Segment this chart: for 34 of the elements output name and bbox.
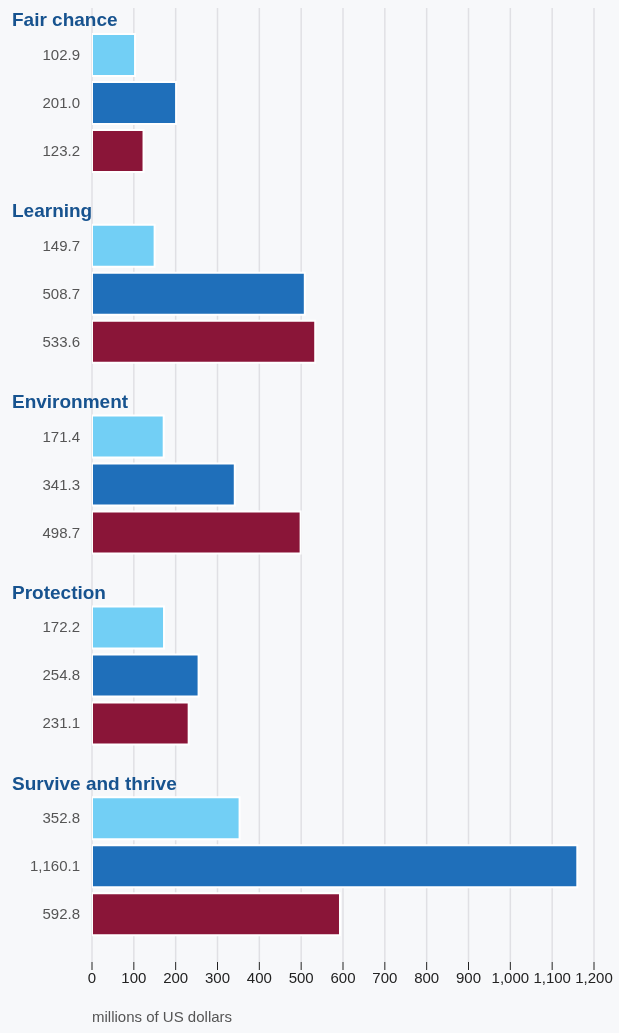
x-tick-label: 1,000 bbox=[491, 968, 530, 986]
data-label: 231.1 bbox=[42, 714, 80, 732]
data-label: 149.7 bbox=[42, 236, 80, 254]
x-tick-label: 400 bbox=[246, 968, 272, 986]
x-tick-label: 700 bbox=[372, 968, 398, 986]
data-label: 498.7 bbox=[42, 523, 80, 541]
data-label: 172.2 bbox=[42, 618, 80, 636]
x-tick-label: 1,100 bbox=[533, 968, 571, 986]
x-tick-label: 0 bbox=[87, 968, 97, 986]
y-tick-label: Protection bbox=[12, 581, 106, 603]
x-tick-label: 600 bbox=[330, 968, 356, 986]
x-tick-label: 500 bbox=[288, 968, 314, 986]
x-tick-label: 900 bbox=[455, 968, 482, 986]
data-label: 352.8 bbox=[42, 809, 80, 827]
data-label: 592.8 bbox=[42, 905, 80, 923]
y-tick-label: Fair chance bbox=[12, 9, 118, 31]
data-label: 508.7 bbox=[42, 284, 80, 302]
data-label: 254.8 bbox=[42, 666, 80, 684]
y-tick-label: Environment bbox=[12, 391, 129, 412]
data-label: 201.0 bbox=[42, 94, 80, 111]
y-tick-label: Survive and thrive bbox=[12, 772, 177, 794]
x-axis-title: millions of US dollars bbox=[92, 1008, 233, 1025]
data-label: 533.6 bbox=[42, 332, 80, 350]
data-label: 341.3 bbox=[42, 475, 80, 493]
data-label: 1,160.1 bbox=[29, 857, 80, 875]
x-tick-label: 800 bbox=[414, 968, 440, 986]
data-label: 123.2 bbox=[42, 142, 80, 159]
x-tick-label: 100 bbox=[121, 968, 147, 986]
x-tick-label: 300 bbox=[204, 968, 231, 986]
data-label: 171.4 bbox=[42, 427, 80, 445]
x-tick-label: 1,200 bbox=[575, 968, 613, 986]
data-label: 102.9 bbox=[42, 46, 80, 63]
y-tick-label: Learning bbox=[12, 200, 93, 222]
x-tick-label: 200 bbox=[163, 968, 189, 986]
